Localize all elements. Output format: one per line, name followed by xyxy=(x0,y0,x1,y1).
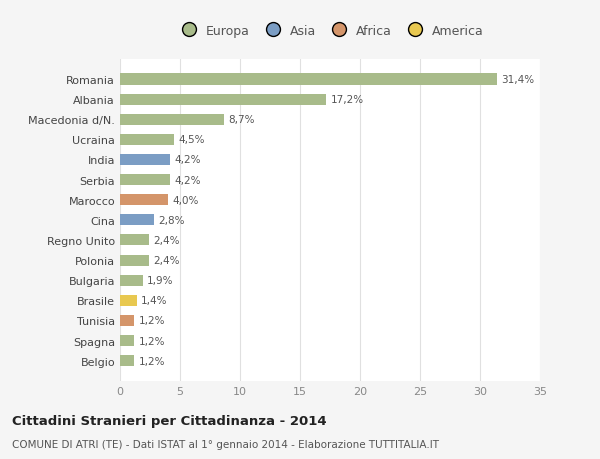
Text: 31,4%: 31,4% xyxy=(501,75,534,85)
Bar xyxy=(120,114,224,125)
Text: 1,9%: 1,9% xyxy=(147,275,173,285)
Bar xyxy=(120,95,326,106)
Text: 8,7%: 8,7% xyxy=(229,115,255,125)
Bar xyxy=(120,215,154,226)
Text: 2,4%: 2,4% xyxy=(153,256,179,265)
Text: 4,5%: 4,5% xyxy=(178,135,205,145)
Text: COMUNE DI ATRI (TE) - Dati ISTAT al 1° gennaio 2014 - Elaborazione TUTTITALIA.IT: COMUNE DI ATRI (TE) - Dati ISTAT al 1° g… xyxy=(12,440,439,449)
Bar xyxy=(120,134,174,146)
Text: 4,0%: 4,0% xyxy=(172,195,199,205)
Bar xyxy=(120,315,134,326)
Text: 17,2%: 17,2% xyxy=(331,95,364,105)
Legend: Europa, Asia, Africa, America: Europa, Asia, Africa, America xyxy=(172,21,488,41)
Bar xyxy=(120,255,149,266)
Text: 1,2%: 1,2% xyxy=(139,356,165,366)
Bar xyxy=(120,275,143,286)
Text: 1,2%: 1,2% xyxy=(139,316,165,326)
Text: Cittadini Stranieri per Cittadinanza - 2014: Cittadini Stranieri per Cittadinanza - 2… xyxy=(12,414,326,428)
Bar xyxy=(120,195,168,206)
Text: 1,2%: 1,2% xyxy=(139,336,165,346)
Bar xyxy=(120,74,497,85)
Bar xyxy=(120,355,134,366)
Text: 4,2%: 4,2% xyxy=(175,175,201,185)
Text: 1,4%: 1,4% xyxy=(141,296,167,306)
Text: 2,8%: 2,8% xyxy=(158,215,184,225)
Bar xyxy=(120,335,134,346)
Text: 2,4%: 2,4% xyxy=(153,235,179,246)
Bar xyxy=(120,174,170,186)
Bar xyxy=(120,235,149,246)
Bar xyxy=(120,295,137,306)
Bar xyxy=(120,155,170,166)
Text: 4,2%: 4,2% xyxy=(175,155,201,165)
